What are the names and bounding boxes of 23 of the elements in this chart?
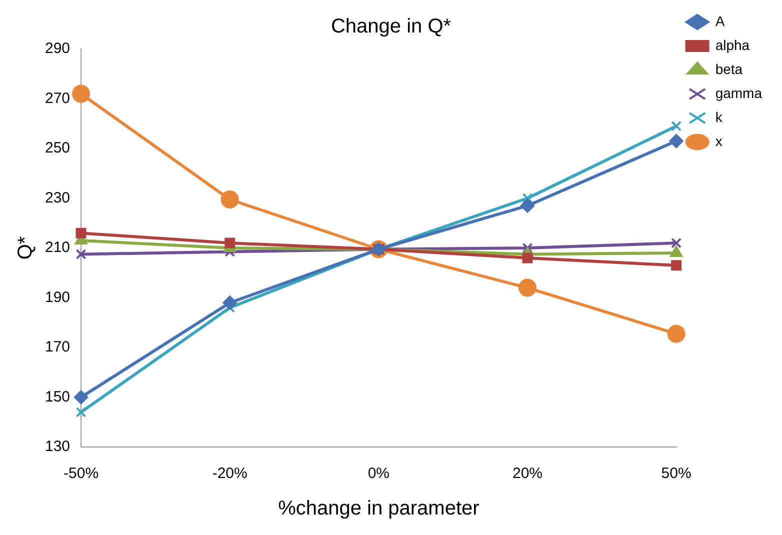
y-tick-label: 130	[44, 438, 70, 456]
legend-label: beta	[715, 60, 743, 77]
x-tick-label: 20%	[512, 465, 543, 482]
x-tick-label: -50%	[64, 465, 99, 482]
y-tick-label: 190	[44, 288, 70, 306]
x-tick-label: -20%	[212, 465, 248, 482]
legend-label: alpha	[715, 36, 750, 53]
y-tick-label: 250	[44, 140, 70, 157]
y-tick-label: 270	[44, 90, 70, 107]
y-tick-label: 210	[44, 239, 70, 256]
y-axis-title: Q*	[14, 236, 37, 260]
legend-label: k	[715, 108, 724, 125]
x-axis-title: %change in parameter	[278, 498, 480, 520]
y-tick-label: 290	[44, 40, 70, 58]
legend-label: x	[715, 132, 722, 149]
legend-label: A	[715, 12, 726, 29]
y-tick-label: 170	[44, 338, 70, 356]
legend-label: gamma	[715, 84, 762, 101]
x-tick-label: 0%	[368, 465, 390, 482]
chart-title: Change in Q*	[330, 16, 452, 38]
y-tick-label: 150	[44, 388, 70, 406]
x-tick-label: 50%	[661, 465, 692, 482]
y-tick-label: 230	[44, 189, 70, 206]
